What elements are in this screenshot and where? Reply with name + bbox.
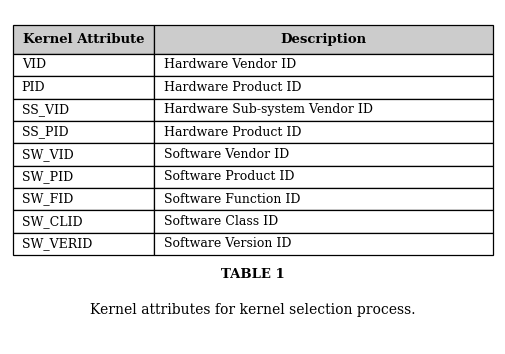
Bar bbox=[13, 76, 154, 98]
Bar bbox=[154, 76, 492, 98]
Text: Software Version ID: Software Version ID bbox=[163, 237, 290, 250]
Bar bbox=[154, 98, 492, 121]
Text: Software Product ID: Software Product ID bbox=[163, 170, 293, 183]
Text: SW_VERID: SW_VERID bbox=[22, 237, 92, 250]
Bar bbox=[154, 143, 492, 166]
Text: Kernel Attribute: Kernel Attribute bbox=[23, 33, 144, 46]
Text: SW_VID: SW_VID bbox=[22, 148, 73, 161]
Bar bbox=[13, 166, 154, 188]
Text: Hardware Vendor ID: Hardware Vendor ID bbox=[163, 58, 295, 72]
Bar bbox=[13, 54, 154, 76]
Text: PID: PID bbox=[22, 81, 45, 94]
Text: TABLE 1: TABLE 1 bbox=[221, 268, 284, 281]
Bar bbox=[154, 121, 492, 143]
Text: Hardware Product ID: Hardware Product ID bbox=[163, 81, 300, 94]
Bar bbox=[13, 188, 154, 210]
Text: VID: VID bbox=[22, 58, 46, 72]
Bar bbox=[13, 233, 154, 255]
Bar bbox=[154, 233, 492, 255]
Text: SW_PID: SW_PID bbox=[22, 170, 73, 183]
Bar bbox=[13, 98, 154, 121]
Bar bbox=[154, 166, 492, 188]
Bar bbox=[154, 188, 492, 210]
Text: Software Class ID: Software Class ID bbox=[163, 215, 277, 228]
Bar bbox=[13, 143, 154, 166]
Bar bbox=[13, 25, 154, 54]
Text: SS_PID: SS_PID bbox=[22, 126, 68, 138]
Text: SS_VID: SS_VID bbox=[22, 103, 69, 116]
Text: Description: Description bbox=[280, 33, 366, 46]
Text: SW_CLID: SW_CLID bbox=[22, 215, 82, 228]
Bar bbox=[13, 121, 154, 143]
Bar bbox=[13, 210, 154, 233]
Text: Hardware Sub-system Vendor ID: Hardware Sub-system Vendor ID bbox=[163, 103, 372, 116]
Text: SW_FID: SW_FID bbox=[22, 193, 73, 206]
Bar bbox=[154, 210, 492, 233]
Bar bbox=[154, 25, 492, 54]
Text: Software Function ID: Software Function ID bbox=[163, 193, 299, 206]
Text: Kernel attributes for kernel selection process.: Kernel attributes for kernel selection p… bbox=[90, 303, 415, 317]
Text: Hardware Product ID: Hardware Product ID bbox=[163, 126, 300, 138]
Bar bbox=[154, 54, 492, 76]
Text: Software Vendor ID: Software Vendor ID bbox=[163, 148, 288, 161]
